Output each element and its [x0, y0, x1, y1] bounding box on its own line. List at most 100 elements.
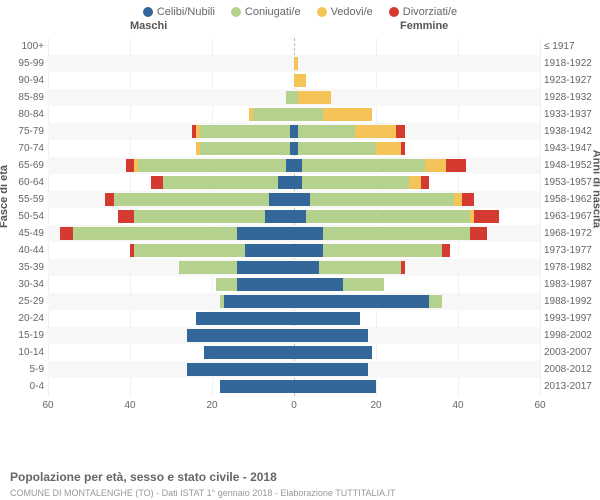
- segment: [474, 210, 499, 223]
- segment: [294, 346, 372, 359]
- pyramid-row: 60-641953-1957: [48, 174, 540, 191]
- pyramid-row: 70-741943-1947: [48, 140, 540, 157]
- segment: [253, 108, 294, 121]
- segment: [323, 227, 471, 240]
- bar-male: [48, 244, 294, 257]
- age-label: 45-49: [6, 225, 44, 242]
- age-label: 5-9: [6, 361, 44, 378]
- segment: [302, 159, 425, 172]
- segment: [294, 295, 429, 308]
- segment: [294, 176, 302, 189]
- legend-item: Coniugati/e: [231, 6, 301, 18]
- age-label: 100+: [6, 38, 44, 55]
- segment: [294, 329, 368, 342]
- bar-female: [294, 91, 540, 104]
- segment: [245, 244, 294, 257]
- age-label: 0-4: [6, 378, 44, 395]
- age-label: 75-79: [6, 123, 44, 140]
- segment: [294, 244, 323, 257]
- age-label: 80-84: [6, 106, 44, 123]
- segment: [429, 295, 441, 308]
- birth-label: 2013-2017: [544, 378, 596, 395]
- legend-swatch: [389, 7, 399, 17]
- bar-male: [48, 193, 294, 206]
- pyramid-row: 30-341983-1987: [48, 276, 540, 293]
- segment: [294, 74, 306, 87]
- bar-female: [294, 176, 540, 189]
- footer-title: Popolazione per età, sesso e stato civil…: [10, 468, 277, 486]
- legend-label: Coniugati/e: [245, 6, 301, 18]
- age-label: 65-69: [6, 157, 44, 174]
- legend: Celibi/Nubili Coniugati/e Vedovi/e Divorzia…: [0, 0, 600, 18]
- legend-label: Vedovi/e: [331, 6, 373, 18]
- segment: [323, 244, 442, 257]
- plot: 100+≤ 191795-991918-192290-941923-192785…: [48, 38, 540, 396]
- age-label: 25-29: [6, 293, 44, 310]
- bar-female: [294, 108, 540, 121]
- segment: [196, 312, 294, 325]
- segment: [105, 193, 113, 206]
- legend-label: Divorziati/e: [403, 6, 457, 18]
- segment: [278, 176, 294, 189]
- segment: [200, 125, 290, 138]
- pyramid-row: 25-291988-1992: [48, 293, 540, 310]
- x-tick: 20: [370, 400, 381, 411]
- pyramid-row: 0-42013-2017: [48, 378, 540, 395]
- age-label: 15-19: [6, 327, 44, 344]
- bar-male: [48, 142, 294, 155]
- segment: [224, 295, 294, 308]
- chart-area: Fasce di età Anni di nascita 100+≤ 19179…: [0, 34, 600, 422]
- bar-male: [48, 210, 294, 223]
- header-row: Maschi Femmine: [0, 18, 600, 34]
- segment: [302, 176, 409, 189]
- pyramid-row: 80-841933-1937: [48, 106, 540, 123]
- bar-female: [294, 278, 540, 291]
- bar-male: [48, 380, 294, 393]
- segment: [446, 159, 467, 172]
- bar-male: [48, 108, 294, 121]
- x-tick: 60: [534, 400, 545, 411]
- birth-label: 1953-1957: [544, 174, 596, 191]
- age-label: 95-99: [6, 55, 44, 72]
- bar-male: [48, 40, 294, 53]
- bar-female: [294, 193, 540, 206]
- segment: [294, 210, 306, 223]
- bar-male: [48, 278, 294, 291]
- birth-label: 1928-1932: [544, 89, 596, 106]
- legend-swatch: [231, 7, 241, 17]
- bar-male: [48, 363, 294, 376]
- birth-label: 1943-1947: [544, 140, 596, 157]
- segment: [60, 227, 72, 240]
- pyramid-row: 50-541963-1967: [48, 208, 540, 225]
- segment: [442, 244, 450, 257]
- pyramid-row: 75-791938-1942: [48, 123, 540, 140]
- pyramid-row: 20-241993-1997: [48, 310, 540, 327]
- segment: [343, 278, 384, 291]
- segment: [286, 159, 294, 172]
- pyramid-row: 15-191998-2002: [48, 327, 540, 344]
- pyramid-row: 90-941923-1927: [48, 72, 540, 89]
- legend-swatch: [143, 7, 153, 17]
- age-label: 20-24: [6, 310, 44, 327]
- legend-swatch: [317, 7, 327, 17]
- segment: [306, 210, 470, 223]
- bar-female: [294, 74, 540, 87]
- segment: [134, 210, 265, 223]
- segment: [409, 176, 421, 189]
- segment: [298, 91, 331, 104]
- segment: [396, 125, 404, 138]
- legend-label: Celibi/Nubili: [157, 6, 215, 18]
- pyramid-row: 55-591958-1962: [48, 191, 540, 208]
- birth-label: 1993-1997: [544, 310, 596, 327]
- segment: [319, 261, 401, 274]
- segment: [286, 91, 294, 104]
- bar-male: [48, 91, 294, 104]
- age-label: 50-54: [6, 208, 44, 225]
- segment: [294, 261, 319, 274]
- bar-female: [294, 295, 540, 308]
- pyramid-row: 65-691948-1952: [48, 157, 540, 174]
- bar-male: [48, 57, 294, 70]
- age-label: 10-14: [6, 344, 44, 361]
- segment: [355, 125, 396, 138]
- bar-female: [294, 40, 540, 53]
